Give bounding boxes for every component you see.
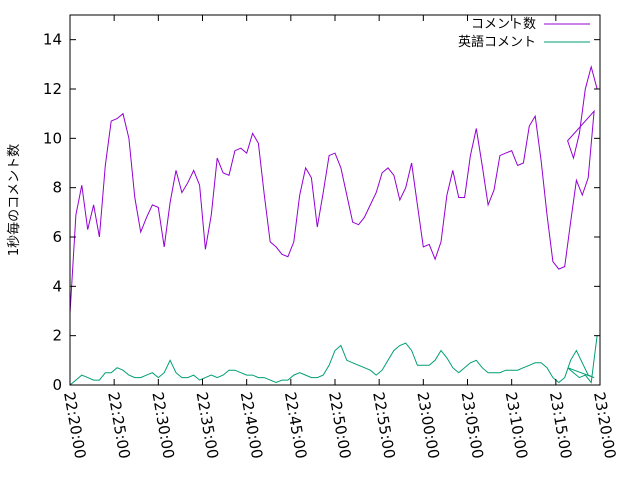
y-tick-label: 8 bbox=[52, 179, 62, 197]
y-tick-label: 4 bbox=[52, 277, 62, 295]
series-line-1 bbox=[69, 335, 598, 386]
y-tick-label: 12 bbox=[43, 80, 62, 98]
series-lines bbox=[69, 64, 598, 386]
legend-label-series-0: コメント数 bbox=[471, 17, 536, 32]
series-line-0 bbox=[69, 64, 598, 314]
y-tick-label: 6 bbox=[52, 228, 62, 246]
y-axis-label: 1秒毎のコメント数 bbox=[6, 144, 22, 256]
y-axis-ticks: 0 2 4 6 8 10 12 14 bbox=[43, 31, 600, 394]
y-tick-label: 10 bbox=[43, 129, 62, 147]
y-tick-label: 14 bbox=[43, 31, 62, 49]
legend: コメント数 英語コメント bbox=[458, 17, 590, 50]
y-tick-label: 2 bbox=[52, 327, 62, 345]
legend-label-series-1: 英語コメント bbox=[458, 34, 536, 50]
y-tick-label: 0 bbox=[52, 376, 62, 394]
